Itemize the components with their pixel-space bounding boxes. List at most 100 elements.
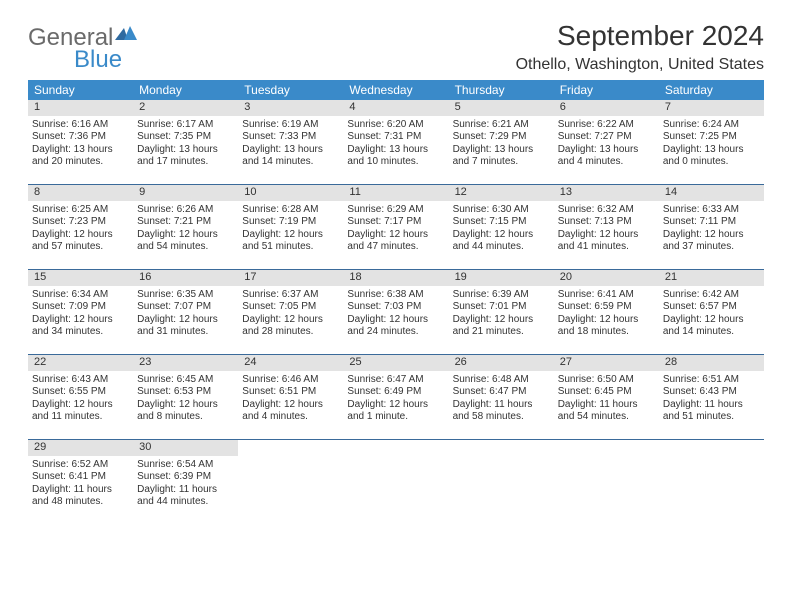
sunrise-text: Sunrise: 6:16 AM [32, 119, 129, 132]
day-number: 12 [449, 185, 554, 201]
day-cell: 13Sunrise: 6:32 AMSunset: 7:13 PMDayligh… [554, 185, 659, 269]
week-row: 29Sunrise: 6:52 AMSunset: 6:41 PMDayligh… [28, 440, 764, 524]
day-cell: 4 Sunrise: 6:20 AMSunset: 7:31 PMDaylight… [343, 100, 448, 184]
daylight-text: Daylight: 11 hours and 54 minutes. [558, 399, 655, 424]
daylight-text: Daylight: 12 hours and 31 minutes. [137, 314, 234, 339]
day-cell [343, 440, 448, 524]
day-number: 21 [659, 270, 764, 286]
sunrise-text: Sunrise: 6:35 AM [137, 289, 234, 302]
daylight-text: Daylight: 13 hours and 17 minutes. [137, 144, 234, 169]
day-number: 20 [554, 270, 659, 286]
daylight-text: Daylight: 13 hours and 20 minutes. [32, 144, 129, 169]
sunset-text: Sunset: 7:05 PM [242, 301, 339, 314]
day-number: 9 [133, 185, 238, 201]
sunrise-text: Sunrise: 6:41 AM [558, 289, 655, 302]
day-cell: 14Sunrise: 6:33 AMSunset: 7:11 PMDayligh… [659, 185, 764, 269]
sunrise-text: Sunrise: 6:26 AM [137, 204, 234, 217]
daylight-text: Daylight: 12 hours and 4 minutes. [242, 399, 339, 424]
sunrise-text: Sunrise: 6:29 AM [347, 204, 444, 217]
day-cell [659, 440, 764, 524]
sunset-text: Sunset: 7:36 PM [32, 131, 129, 144]
day-number: 25 [343, 355, 448, 371]
day-cell: 20 Sunrise: 6:41 AMSunset: 6:59 PMDayligh… [554, 270, 659, 354]
day-number: 30 [133, 440, 238, 456]
sunrise-text: Sunrise: 6:46 AM [242, 374, 339, 387]
day-number: 3 [238, 100, 343, 116]
sunrise-text: Sunrise: 6:54 AM [137, 459, 234, 472]
sunrise-text: Sunrise: 6:47 AM [347, 374, 444, 387]
daylight-text: Daylight: 13 hours and 10 minutes. [347, 144, 444, 169]
sunrise-text: Sunrise: 6:24 AM [663, 119, 760, 132]
sunrise-text: Sunrise: 6:45 AM [137, 374, 234, 387]
day-cell: 9Sunrise: 6:26 AMSunset: 7:21 PMDaylight… [133, 185, 238, 269]
sunset-text: Sunset: 7:31 PM [347, 131, 444, 144]
day-cell: 8 Sunrise: 6:25 AMSunset: 7:23 PMDaylight… [28, 185, 133, 269]
day-number: 4 [343, 100, 448, 116]
day-number: 28 [659, 355, 764, 371]
day-number: 8 [28, 185, 133, 201]
week-row: 15Sunrise: 6:34 AMSunset: 7:09 PMDayligh… [28, 270, 764, 355]
day-cell: 22Sunrise: 6:43 AMSunset: 6:55 PMDayligh… [28, 355, 133, 439]
sunset-text: Sunset: 7:33 PM [242, 131, 339, 144]
sunset-text: Sunset: 6:43 PM [663, 386, 760, 399]
day-number: 14 [659, 185, 764, 201]
day-number: 5 [449, 100, 554, 116]
sunrise-text: Sunrise: 6:50 AM [558, 374, 655, 387]
location: Othello, Washington, United States [516, 56, 764, 74]
sunset-text: Sunset: 6:39 PM [137, 471, 234, 484]
dow-monday: Monday [133, 80, 238, 100]
sunrise-text: Sunrise: 6:38 AM [347, 289, 444, 302]
daylight-text: Daylight: 12 hours and 57 minutes. [32, 229, 129, 254]
dow-friday: Friday [554, 80, 659, 100]
sunrise-text: Sunrise: 6:25 AM [32, 204, 129, 217]
sunrise-text: Sunrise: 6:20 AM [347, 119, 444, 132]
day-number: 27 [554, 355, 659, 371]
day-cell: 10Sunrise: 6:28 AMSunset: 7:19 PMDayligh… [238, 185, 343, 269]
day-cell: 28Sunrise: 6:51 AMSunset: 6:43 PMDayligh… [659, 355, 764, 439]
sunset-text: Sunset: 6:47 PM [453, 386, 550, 399]
calendar-grid: Sunday Monday Tuesday Wednesday Thursday… [28, 80, 764, 524]
daylight-text: Daylight: 11 hours and 44 minutes. [137, 484, 234, 509]
sunrise-text: Sunrise: 6:51 AM [663, 374, 760, 387]
day-cell: 26Sunrise: 6:48 AMSunset: 6:47 PMDayligh… [449, 355, 554, 439]
day-cell: 2Sunrise: 6:17 AMSunset: 7:35 PMDaylight… [133, 100, 238, 184]
sunset-text: Sunset: 7:01 PM [453, 301, 550, 314]
sunset-text: Sunset: 7:07 PM [137, 301, 234, 314]
day-number: 11 [343, 185, 448, 201]
sunset-text: Sunset: 7:03 PM [347, 301, 444, 314]
day-cell: 17Sunrise: 6:37 AMSunset: 7:05 PMDayligh… [238, 270, 343, 354]
sunrise-text: Sunrise: 6:52 AM [32, 459, 129, 472]
day-number: 29 [28, 440, 133, 456]
title-block: September 2024 Othello, Washington, Unit… [516, 20, 764, 74]
day-cell [238, 440, 343, 524]
day-cell: 18Sunrise: 6:38 AMSunset: 7:03 PMDayligh… [343, 270, 448, 354]
day-number: 17 [238, 270, 343, 286]
day-cell: 21Sunrise: 6:42 AMSunset: 6:57 PMDayligh… [659, 270, 764, 354]
sunset-text: Sunset: 6:55 PM [32, 386, 129, 399]
daylight-text: Daylight: 12 hours and 18 minutes. [558, 314, 655, 339]
daylight-text: Daylight: 12 hours and 41 minutes. [558, 229, 655, 254]
sunset-text: Sunset: 7:11 PM [663, 216, 760, 229]
week-row: 22Sunrise: 6:43 AMSunset: 6:55 PMDayligh… [28, 355, 764, 440]
day-cell: 12Sunrise: 6:30 AMSunset: 7:15 PMDayligh… [449, 185, 554, 269]
day-number: 16 [133, 270, 238, 286]
dow-saturday: Saturday [659, 80, 764, 100]
day-number: 13 [554, 185, 659, 201]
dow-header-row: Sunday Monday Tuesday Wednesday Thursday… [28, 80, 764, 100]
daylight-text: Daylight: 12 hours and 47 minutes. [347, 229, 444, 254]
sunset-text: Sunset: 6:59 PM [558, 301, 655, 314]
sunrise-text: Sunrise: 6:48 AM [453, 374, 550, 387]
day-number: 24 [238, 355, 343, 371]
day-cell: 23Sunrise: 6:45 AMSunset: 6:53 PMDayligh… [133, 355, 238, 439]
sunset-text: Sunset: 7:23 PM [32, 216, 129, 229]
day-number: 2 [133, 100, 238, 116]
daylight-text: Daylight: 12 hours and 14 minutes. [663, 314, 760, 339]
sunset-text: Sunset: 7:25 PM [663, 131, 760, 144]
dow-sunday: Sunday [28, 80, 133, 100]
sunrise-text: Sunrise: 6:33 AM [663, 204, 760, 217]
day-number: 19 [449, 270, 554, 286]
sunrise-text: Sunrise: 6:28 AM [242, 204, 339, 217]
brand-triangle-icon [115, 26, 137, 40]
day-cell: 7Sunrise: 6:24 AMSunset: 7:25 PMDaylight… [659, 100, 764, 184]
day-cell [449, 440, 554, 524]
